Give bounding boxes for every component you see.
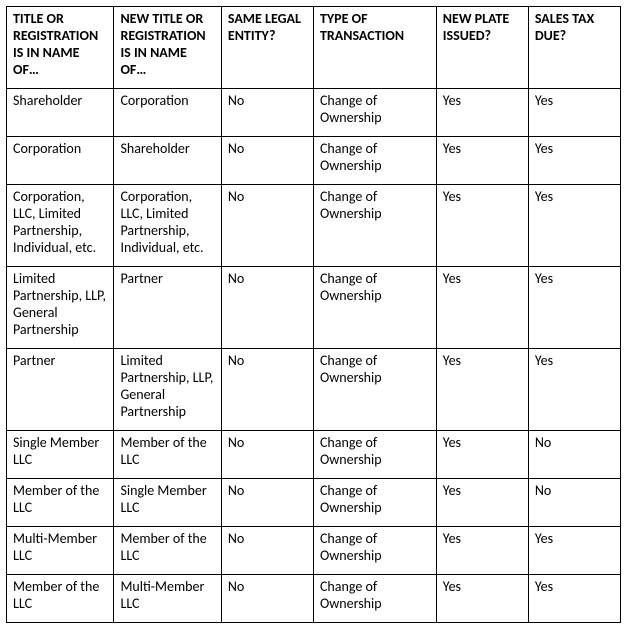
table-cell: Yes (528, 575, 620, 623)
table-cell: Corporation, LLC, Limited Partnership, I… (7, 185, 114, 267)
table-cell: Corporation, LLC, Limited Partnership, I… (114, 185, 221, 267)
table-cell: Yes (528, 349, 620, 431)
table-cell: Change of Ownership (313, 479, 436, 527)
table-cell: Yes (528, 89, 620, 137)
table-cell: Partner (114, 267, 221, 349)
table-cell: Yes (436, 267, 528, 349)
table-row: PartnerLimited Partnership, LLP, General… (7, 349, 621, 431)
table-row: Member of the LLCSingle Member LLCNoChan… (7, 479, 621, 527)
col-header-new-title-of: NEW TITLE OR REGISTRATION IS IN NAME OF… (114, 7, 221, 89)
table-cell: Change of Ownership (313, 185, 436, 267)
table-cell: No (221, 527, 313, 575)
table-cell: Yes (528, 267, 620, 349)
table-cell: No (528, 431, 620, 479)
table-cell: Change of Ownership (313, 267, 436, 349)
table-body: ShareholderCorporationNoChange of Owners… (7, 89, 621, 623)
table-cell: No (221, 575, 313, 623)
table-cell: Limited Partnership, LLP, General Partne… (114, 349, 221, 431)
table-head: TITLE OR REGISTRATION IS IN NAME OF… NEW… (7, 7, 621, 89)
table-cell: Change of Ownership (313, 527, 436, 575)
table-row: Limited Partnership, LLP, General Partne… (7, 267, 621, 349)
table-cell: Change of Ownership (313, 575, 436, 623)
table-cell: Multi-Member LLC (114, 575, 221, 623)
table-cell: Yes (436, 185, 528, 267)
col-header-sales-tax: SALES TAX DUE? (528, 7, 620, 89)
table-row: Single Member LLCMember of the LLCNoChan… (7, 431, 621, 479)
col-header-new-plate: NEW PLATE ISSUED? (436, 7, 528, 89)
table-cell: No (221, 185, 313, 267)
table-cell: Change of Ownership (313, 137, 436, 185)
table-cell: Yes (436, 527, 528, 575)
table-cell: Yes (528, 527, 620, 575)
table-cell: Yes (528, 185, 620, 267)
table-cell: Change of Ownership (313, 349, 436, 431)
table-cell: No (221, 89, 313, 137)
table-row: Corporation, LLC, Limited Partnership, I… (7, 185, 621, 267)
table-cell: Member of the LLC (7, 479, 114, 527)
table-cell: No (221, 349, 313, 431)
page: TITLE OR REGISTRATION IS IN NAME OF… NEW… (0, 0, 627, 629)
table-cell: Corporation (7, 137, 114, 185)
table-header-row: TITLE OR REGISTRATION IS IN NAME OF… NEW… (7, 7, 621, 89)
ownership-table: TITLE OR REGISTRATION IS IN NAME OF… NEW… (6, 6, 621, 623)
table-cell: Yes (436, 479, 528, 527)
table-cell: Member of the LLC (114, 527, 221, 575)
table-cell: Yes (436, 137, 528, 185)
col-header-same-entity: SAME LEGAL ENTITY? (221, 7, 313, 89)
table-cell: Limited Partnership, LLP, General Partne… (7, 267, 114, 349)
table-cell: Member of the LLC (114, 431, 221, 479)
table-cell: Yes (436, 575, 528, 623)
col-header-transaction-type: TYPE OF TRANSACTION (313, 7, 436, 89)
table-cell: Yes (436, 431, 528, 479)
table-cell: Yes (436, 349, 528, 431)
table-row: CorporationShareholderNoChange of Owners… (7, 137, 621, 185)
table-cell: Change of Ownership (313, 431, 436, 479)
table-cell: Corporation (114, 89, 221, 137)
table-row: Member of the LLCMulti-Member LLCNoChang… (7, 575, 621, 623)
table-cell: No (528, 479, 620, 527)
table-cell: No (221, 137, 313, 185)
table-cell: Member of the LLC (7, 575, 114, 623)
table-cell: Multi-Member LLC (7, 527, 114, 575)
table-cell: Yes (528, 137, 620, 185)
table-cell: Shareholder (114, 137, 221, 185)
table-cell: Yes (436, 89, 528, 137)
table-row: Multi-Member LLCMember of the LLCNoChang… (7, 527, 621, 575)
table-cell: Single Member LLC (7, 431, 114, 479)
table-cell: No (221, 479, 313, 527)
table-cell: Single Member LLC (114, 479, 221, 527)
col-header-title-of: TITLE OR REGISTRATION IS IN NAME OF… (7, 7, 114, 89)
table-cell: Shareholder (7, 89, 114, 137)
table-row: ShareholderCorporationNoChange of Owners… (7, 89, 621, 137)
table-cell: No (221, 431, 313, 479)
table-cell: No (221, 267, 313, 349)
table-cell: Partner (7, 349, 114, 431)
table-cell: Change of Ownership (313, 89, 436, 137)
